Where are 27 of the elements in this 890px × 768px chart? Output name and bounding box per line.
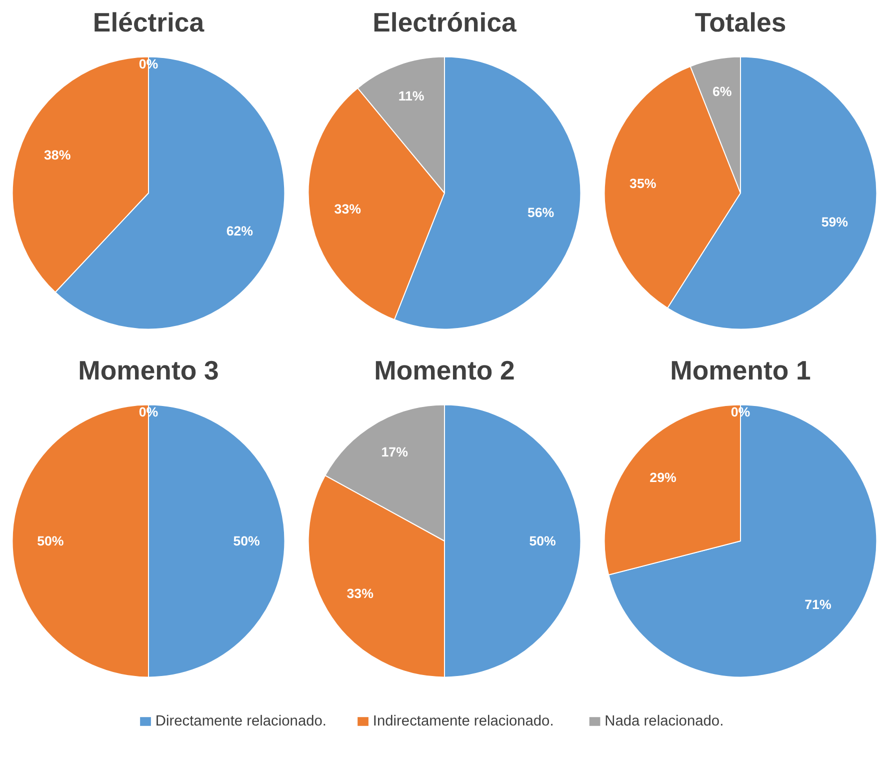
data-label: 17%	[381, 444, 408, 460]
legend-label: Directamente relacionado.	[155, 714, 326, 730]
data-label: 50%	[529, 534, 556, 548]
chart-title: Totales	[694, 8, 786, 38]
data-label: 33%	[334, 202, 362, 217]
text: 0%	[730, 404, 750, 420]
data-label: 38%	[44, 148, 71, 163]
text: 0%	[138, 56, 158, 72]
chart-title: Eléctrica	[92, 8, 204, 38]
data-label: 6%	[712, 84, 732, 100]
data-label: 59%	[821, 214, 848, 230]
text: 0%	[138, 404, 158, 420]
data-label: 56%	[527, 204, 554, 220]
chart-title: Momento 3	[78, 356, 219, 386]
data-label: 33%	[346, 586, 374, 602]
chart-title: Momento 2	[374, 356, 515, 386]
data-label: 50%	[233, 534, 260, 548]
data-label: 50%	[37, 534, 64, 548]
data-label: 35%	[630, 176, 656, 191]
chart-title: Electrónica	[372, 8, 517, 38]
data-label: 11%	[398, 88, 424, 104]
legend-label: Indirectamente relacionado.	[372, 714, 554, 730]
chart-title: Momento 1	[670, 356, 812, 386]
data-label: 62%	[226, 223, 254, 238]
legend-label: Nada relacionado.	[604, 714, 724, 730]
data-label: 71%	[804, 596, 832, 612]
data-label: 29%	[650, 470, 677, 486]
